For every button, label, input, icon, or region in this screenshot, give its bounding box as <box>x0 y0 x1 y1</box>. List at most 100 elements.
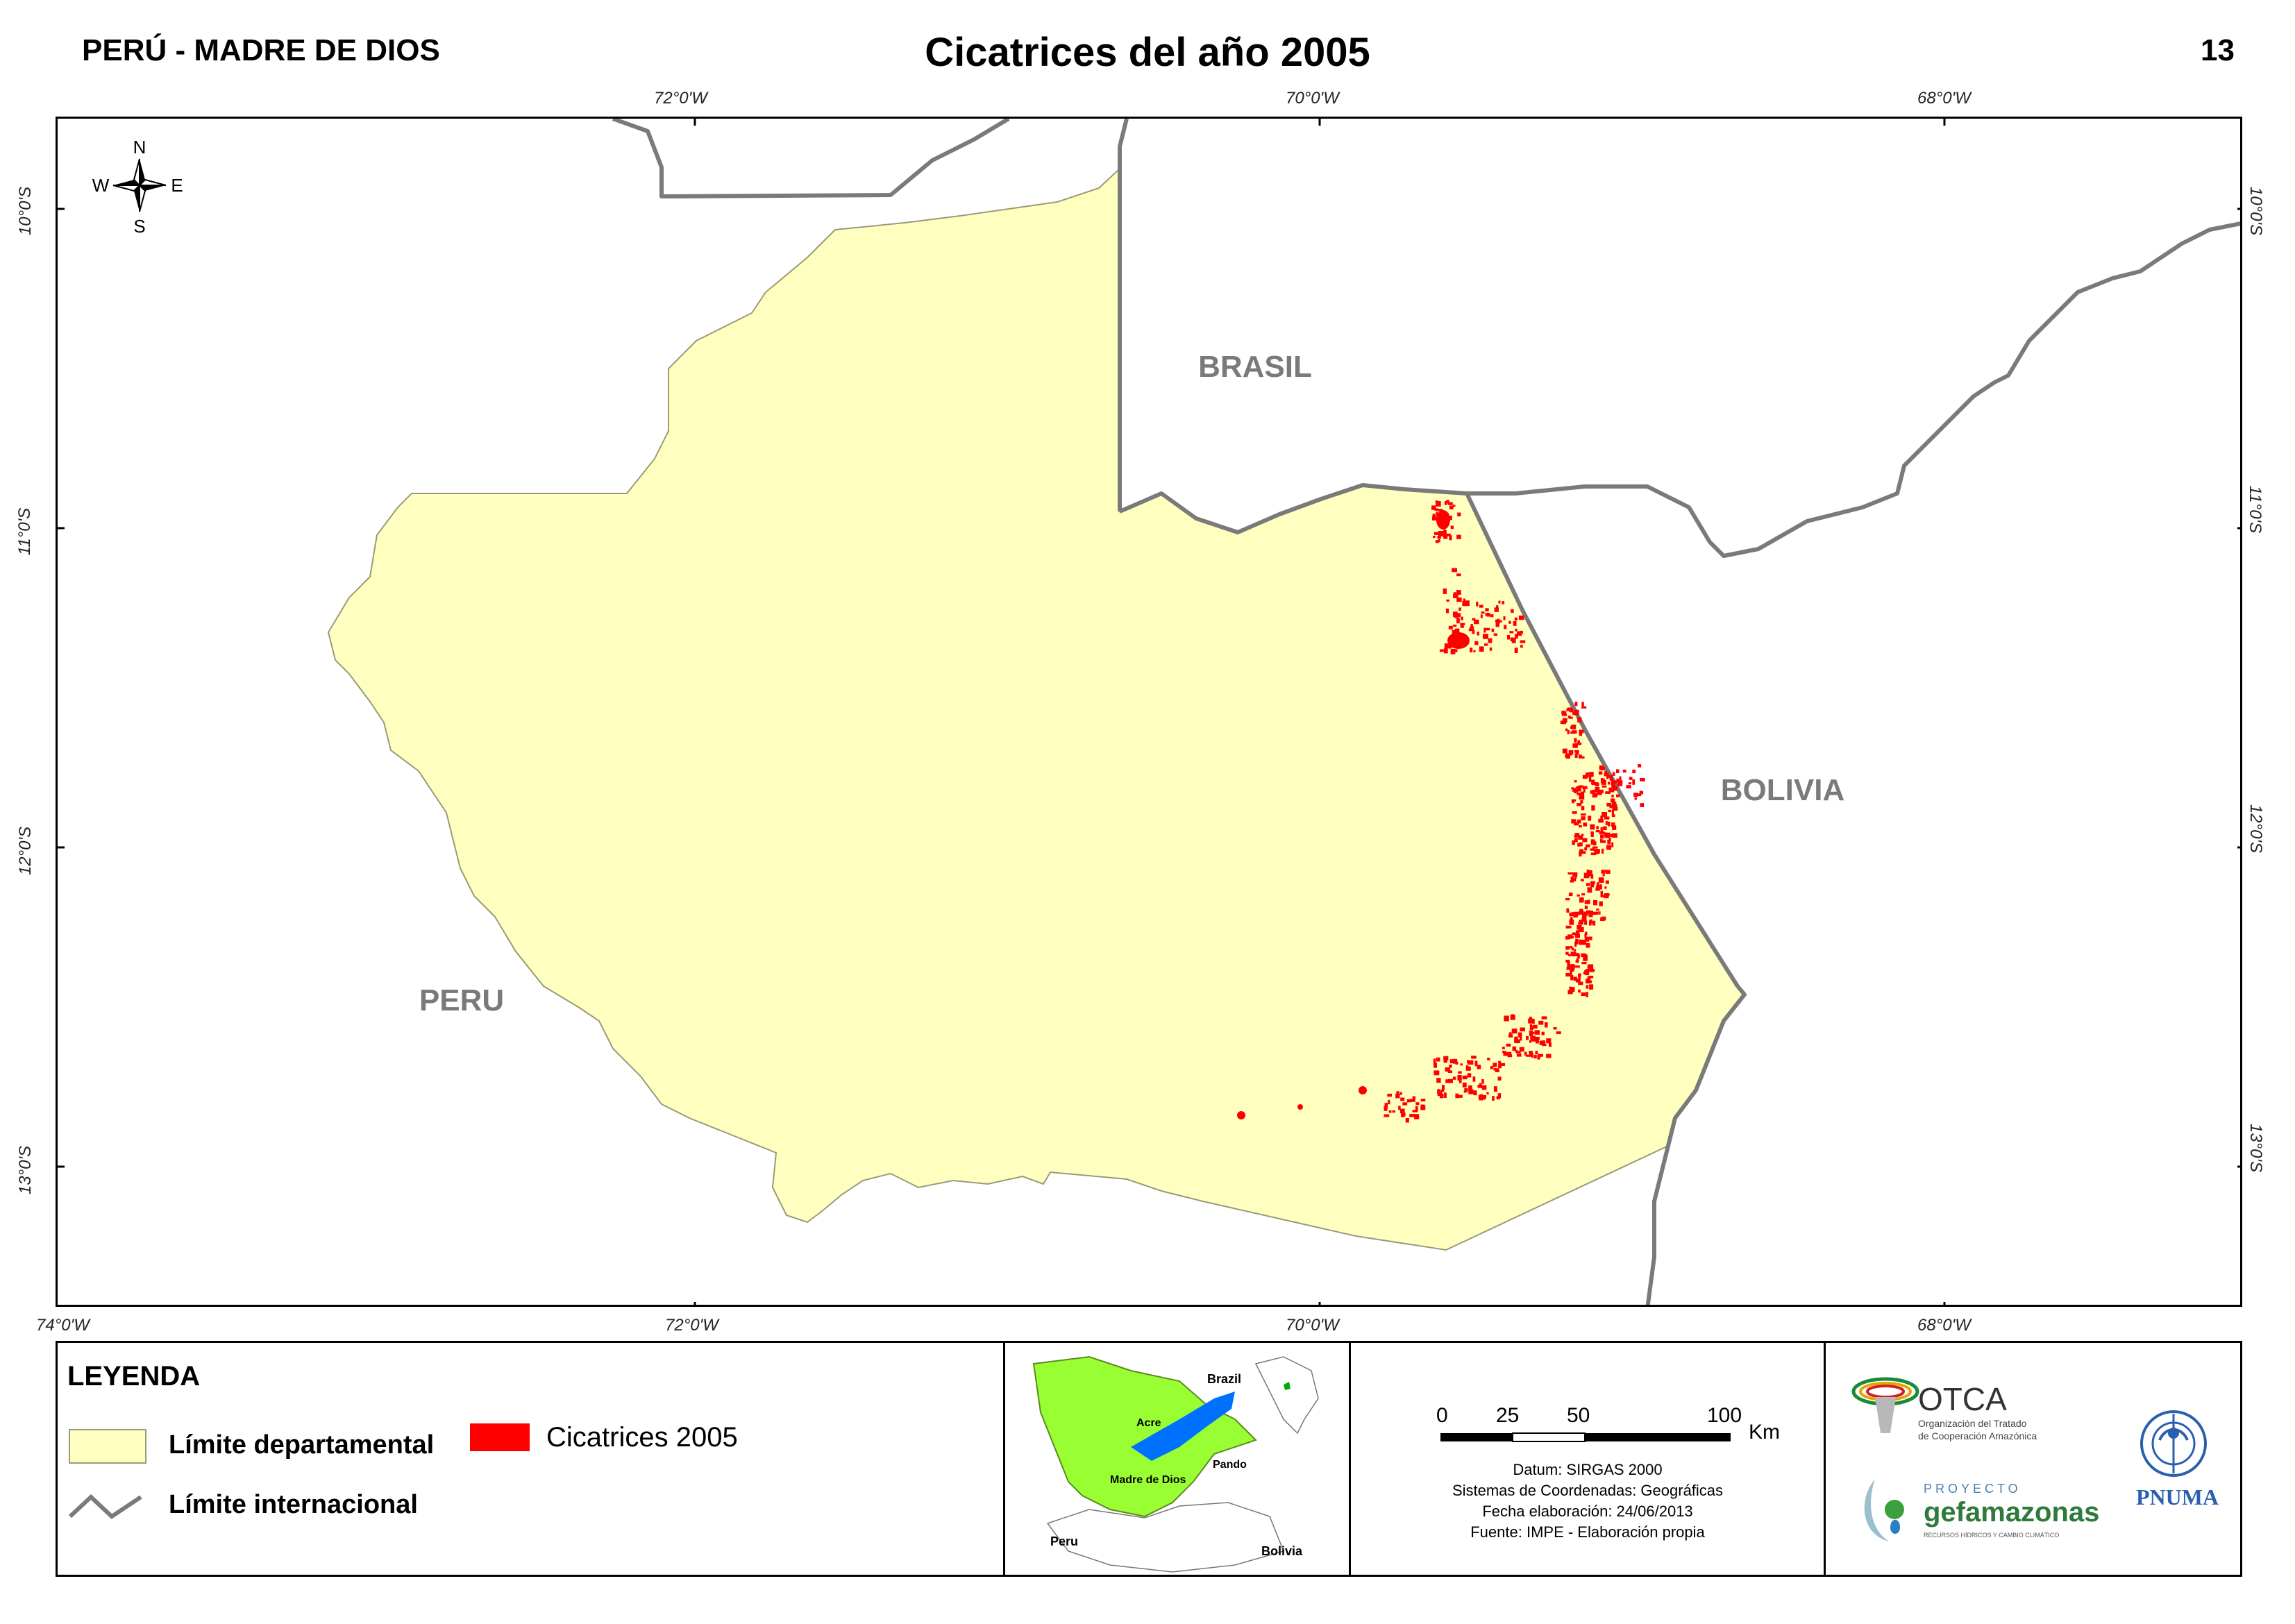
scar-patch <box>1572 730 1577 734</box>
scar-patch <box>1608 787 1615 793</box>
scar-patch <box>1460 623 1465 625</box>
scale-bar <box>1440 1432 1731 1442</box>
scar-patch <box>1541 1016 1547 1020</box>
scar-patch <box>1520 1027 1525 1032</box>
scar-patch <box>1568 716 1573 719</box>
scar-patch <box>1565 951 1569 955</box>
scar-patch <box>1548 1042 1552 1047</box>
scar-patch <box>1591 779 1595 785</box>
scar-patch <box>1438 509 1443 511</box>
scar-patch <box>1586 870 1590 874</box>
region-title: PERÚ - MADRE DE DIOS <box>82 33 440 67</box>
scar-patch <box>1597 882 1599 888</box>
scar-patch <box>1565 973 1571 976</box>
scar-patch <box>1592 920 1596 926</box>
scar-patch <box>1586 992 1588 997</box>
scar-patch <box>1496 605 1499 609</box>
scar-patch <box>1600 815 1603 821</box>
page-number: 13 <box>2201 33 2235 67</box>
scar-patch <box>1586 979 1591 983</box>
scale-info-panel: 0 25 50 100 Km Datum: SIRGAS 2000 Sistem… <box>1352 1343 1822 1575</box>
scar-patch <box>1575 938 1579 942</box>
scar-patch <box>1485 613 1490 616</box>
scar-patch <box>1495 619 1498 623</box>
scar-patch <box>1434 508 1438 511</box>
lon-tick-bottom-74: 74°0'W <box>36 1316 90 1335</box>
scar-patch <box>1535 1051 1538 1054</box>
scar-patch <box>1612 825 1617 830</box>
scar-patch <box>1572 932 1578 936</box>
compass-n: N <box>133 137 146 158</box>
scar-patch <box>1584 920 1588 925</box>
scar-patch <box>1605 821 1608 826</box>
inset-label-madre: Madre de Dios <box>1110 1474 1186 1486</box>
scar-patch <box>1599 839 1603 843</box>
scar-patch <box>1611 786 1615 788</box>
scar-patch <box>1462 600 1468 607</box>
scar-patch <box>1577 742 1582 745</box>
scar-patch <box>1514 648 1518 653</box>
scar-patch <box>1609 775 1613 781</box>
scar-patch <box>1511 638 1516 643</box>
scar-patch <box>1571 725 1577 729</box>
scar-patch <box>1590 911 1593 915</box>
scar-patch <box>1481 1085 1487 1090</box>
inset-marker <box>1284 1382 1291 1390</box>
scar-patch <box>1587 965 1592 969</box>
scar-patch <box>1447 1079 1453 1083</box>
scar-patch <box>1593 841 1597 846</box>
country-label-peru: PERU <box>419 983 504 1017</box>
scar-patch <box>1592 789 1595 795</box>
scar-patch <box>1604 893 1610 896</box>
scar-patch <box>1449 1059 1454 1064</box>
scar-patch <box>1445 608 1449 614</box>
scar-patch <box>1432 514 1436 517</box>
scar-patch <box>1581 706 1587 709</box>
info-datum: Datum: SIRGAS 2000 <box>1513 1461 1663 1478</box>
scar-patch <box>1632 779 1636 785</box>
scar-patch <box>1613 786 1618 791</box>
scar-patch <box>1566 910 1570 913</box>
header: PERÚ - MADRE DE DIOS Cicatrices del año … <box>0 0 2295 111</box>
scar-patch <box>1470 648 1473 652</box>
scar-patch <box>1526 1035 1529 1040</box>
scar-patch <box>1481 611 1485 614</box>
scar-patch <box>1582 851 1586 854</box>
scar-patch <box>1409 1114 1415 1117</box>
scar-patch <box>1524 1051 1527 1056</box>
compass-w: W <box>92 175 110 196</box>
scar-patch <box>1443 648 1448 654</box>
scar-patch <box>1604 832 1611 838</box>
scar-patch <box>1577 954 1580 959</box>
scar-patch <box>1580 910 1583 915</box>
scar-patch <box>1392 1110 1396 1113</box>
scar-patch <box>1568 893 1573 897</box>
scar-patch <box>1491 628 1495 632</box>
scar-patch <box>1596 826 1599 829</box>
scar-patch <box>1633 793 1638 797</box>
scar-patch <box>1607 821 1611 827</box>
scar-patch <box>1462 1082 1467 1088</box>
scar-patch <box>1474 619 1479 625</box>
scar-patch <box>1572 743 1578 748</box>
scar-patch <box>1580 813 1586 816</box>
scar-patch <box>1402 1102 1408 1106</box>
scar-patch <box>1569 913 1573 917</box>
scar-patch <box>1565 898 1570 901</box>
scar-patch <box>1598 818 1604 823</box>
scar-patch <box>1444 643 1448 649</box>
scar-patch <box>1435 500 1438 503</box>
scar-patch <box>1579 824 1582 828</box>
scar-patch <box>1434 1070 1440 1076</box>
scar-patch <box>1575 750 1579 755</box>
scar-patch <box>1578 981 1583 986</box>
scar-patch <box>1576 786 1581 792</box>
scar-patch <box>1490 1066 1494 1069</box>
scar-patch <box>1562 748 1567 754</box>
scar-patch <box>1586 969 1590 972</box>
scar-patch <box>1605 870 1611 874</box>
scar-patch <box>1497 620 1502 623</box>
scar-patch <box>1528 1018 1533 1024</box>
scar-patch <box>1385 1106 1388 1109</box>
scar-patch <box>1607 781 1611 785</box>
